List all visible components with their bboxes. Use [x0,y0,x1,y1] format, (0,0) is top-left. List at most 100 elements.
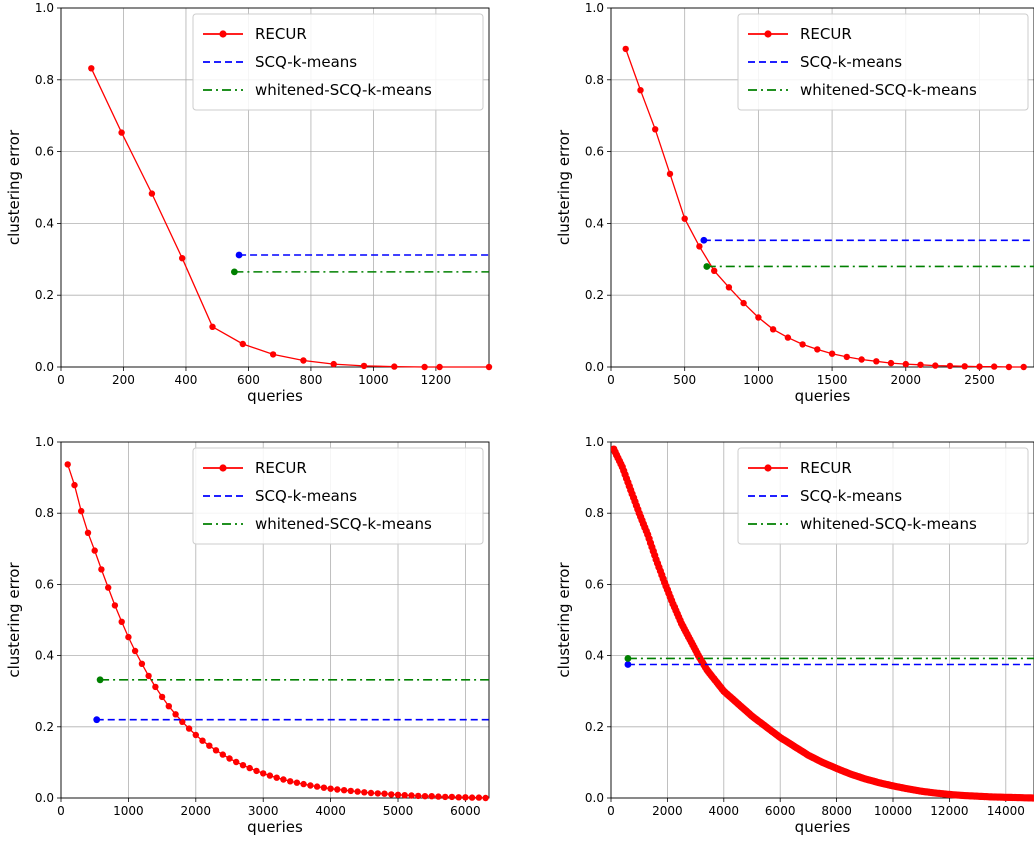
recur-data-point [814,346,821,353]
x-axis-title: queries [247,387,303,405]
legend-label: SCQ-k-means [800,53,902,71]
x-tick-label: 4000 [315,804,346,818]
chart-panel-3: 0 1000 2000 3000 4000 5000 6000 0.0 0.2 0.4 0.6 0.8… [5,435,490,836]
recur-data-point [118,618,125,625]
recur-data-point [681,215,688,222]
recur-data-point [622,45,629,53]
recur-data-point [111,602,119,609]
recur-data-point [784,334,792,341]
plot-area [622,45,1034,371]
y-axis-title: clustering error [555,129,573,245]
recur-markers [64,461,489,802]
recur-data-point [158,693,166,701]
y-tick-label: 0.6 [35,145,54,159]
scq-k-means-start-point [93,716,101,724]
recur-data-point [843,353,850,361]
recur-data-point [212,747,220,754]
y-tick-label: 0.4 [585,649,604,663]
x-tick-label: 600 [237,373,260,387]
recur-data-point [1005,363,1013,371]
legend-box [737,447,1029,545]
recur-markers [88,65,493,371]
recur-data-point [361,789,368,796]
recur-data-point [125,633,132,641]
recur-data-point [421,363,428,371]
plot-frame [60,7,490,368]
plot-frame [610,7,1034,368]
plot-area [64,461,489,802]
whitened-scq-k-means-start-point [230,268,238,276]
recur-data-point [131,647,139,655]
recur-data-point [233,758,240,766]
recur-data-point [946,362,954,370]
recur-data-point [799,341,806,348]
recur-data-point [485,363,493,371]
recur-data-point [185,725,193,732]
whitened-scq-k-means-start-point [96,676,104,684]
recur-data-point [428,793,435,800]
recur-data-point [932,362,939,369]
recur-data-point [887,359,895,367]
recur-data-point [273,774,280,781]
recur-data-point [367,789,375,797]
y-tick-label: 0.8 [585,506,604,520]
recur-data-point [98,566,105,573]
recur-data-point [300,780,307,788]
legend-label: SCQ-k-means [255,53,357,71]
recur-data-point [91,547,98,554]
recur-data-point [280,776,287,783]
recur-data-point [468,794,476,801]
y-tick-label: 0.2 [35,288,54,302]
recur-data-point [740,299,747,307]
legend-marker [219,464,227,472]
legend-label: RECUR [800,459,852,477]
recur-data-point [360,362,368,370]
x-tick-label: 1200 [421,373,452,387]
y-tick-label: 1.0 [585,1,604,15]
recur-data-point [327,785,334,792]
recur-data-point [902,360,909,368]
x-tick-label: 3000 [248,804,279,818]
recur-data-point [394,791,402,798]
x-axis-title: queries [247,818,303,836]
x-tick-label: 0 [57,373,65,387]
plot-area [611,445,1034,802]
recur-data-point [917,361,924,368]
x-tick-label: 0 [607,804,615,818]
chart-panel-2: 0 500 1000 1500 2000 2500 0.0 0.2 0.4 0.6 0.8 1.0 qu… [555,1,1034,405]
y-tick-label: 0.6 [585,577,604,591]
legend-label: RECUR [255,459,307,477]
x-tick-label: 2500 [964,373,995,387]
recur-data-point [391,363,398,370]
x-tick-label: 400 [175,373,198,387]
whitened-scq-k-means-start-point [624,655,632,662]
y-tick-label: 0.4 [35,649,54,663]
recur-data-point [408,792,415,799]
recur-data-point [88,65,95,72]
y-tick-label: 0.4 [585,216,604,230]
recur-data-point [172,711,179,718]
recur-data-point [873,358,880,365]
y-tick-label: 0.8 [585,73,604,87]
recur-data-point [84,529,92,536]
y-axis-title: clustering error [5,129,23,245]
recur-data-point [192,731,199,739]
recur-data-point [637,87,644,94]
recur-data-point [415,792,422,800]
x-axis-title: queries [795,387,851,405]
recur-data-point [152,683,159,691]
chart-panel-1: 0 200 400 600 800 1000 1200 0.0 0.2 0.4 0.6 0.8 1.0 q… [5,1,493,405]
y-tick-label: 0.0 [35,360,54,374]
recur-data-point [976,363,983,370]
recur-data-point [711,267,718,274]
recur-data-point [165,703,172,710]
recur-data-point [448,793,456,801]
legend: RECUR SCQ-k-means whitened-SCQ-k-means [737,13,1029,111]
recur-markers [611,445,1034,802]
y-tick-label: 0.0 [585,360,604,374]
recur-data-point [340,787,348,794]
recur-data-point [118,129,125,136]
legend: RECUR SCQ-k-means whitened-SCQ-k-means [192,447,484,545]
recur-data-point [1030,794,1034,802]
